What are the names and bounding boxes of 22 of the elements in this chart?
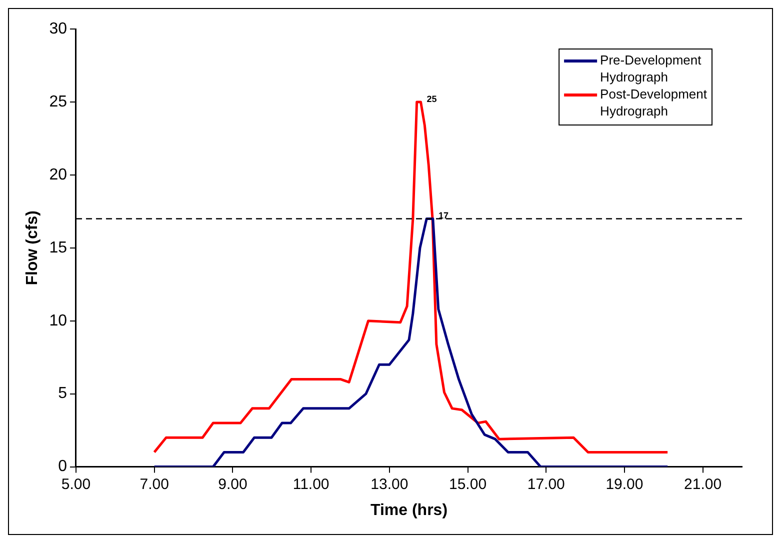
y-axis-title: Flow (cfs) <box>24 210 42 286</box>
x-axis-title: Time (hrs) <box>370 502 448 519</box>
x-tick-label: 15.00 <box>448 476 487 493</box>
x-tick-label: 17.00 <box>527 476 565 493</box>
x-tick-label: 11.00 <box>292 476 330 493</box>
x-tick-label: 9.00 <box>218 476 248 493</box>
y-tick-label: 15 <box>49 239 68 256</box>
y-tick-label: 0 <box>58 458 68 476</box>
y-tick-label: 5 <box>58 385 68 402</box>
y-tick-label: 25 <box>49 93 68 110</box>
x-tick-label: 21.00 <box>684 476 722 493</box>
x-tick-label: 7.00 <box>140 476 169 493</box>
x-tick-label: 13.00 <box>370 476 408 493</box>
annotation: 25 <box>426 94 437 104</box>
y-tick-label: 30 <box>49 20 68 38</box>
x-tick-label: 19.00 <box>606 476 644 493</box>
y-tick-label: 10 <box>49 312 68 330</box>
legend-label: Post-Development Hydrograph <box>600 86 708 119</box>
legend-label: Pre-Development Hydrograph <box>600 52 702 85</box>
y-tick-label: 20 <box>49 166 68 184</box>
x-tick-label: 5.00 <box>61 476 91 493</box>
annotation: 17 <box>438 210 449 221</box>
